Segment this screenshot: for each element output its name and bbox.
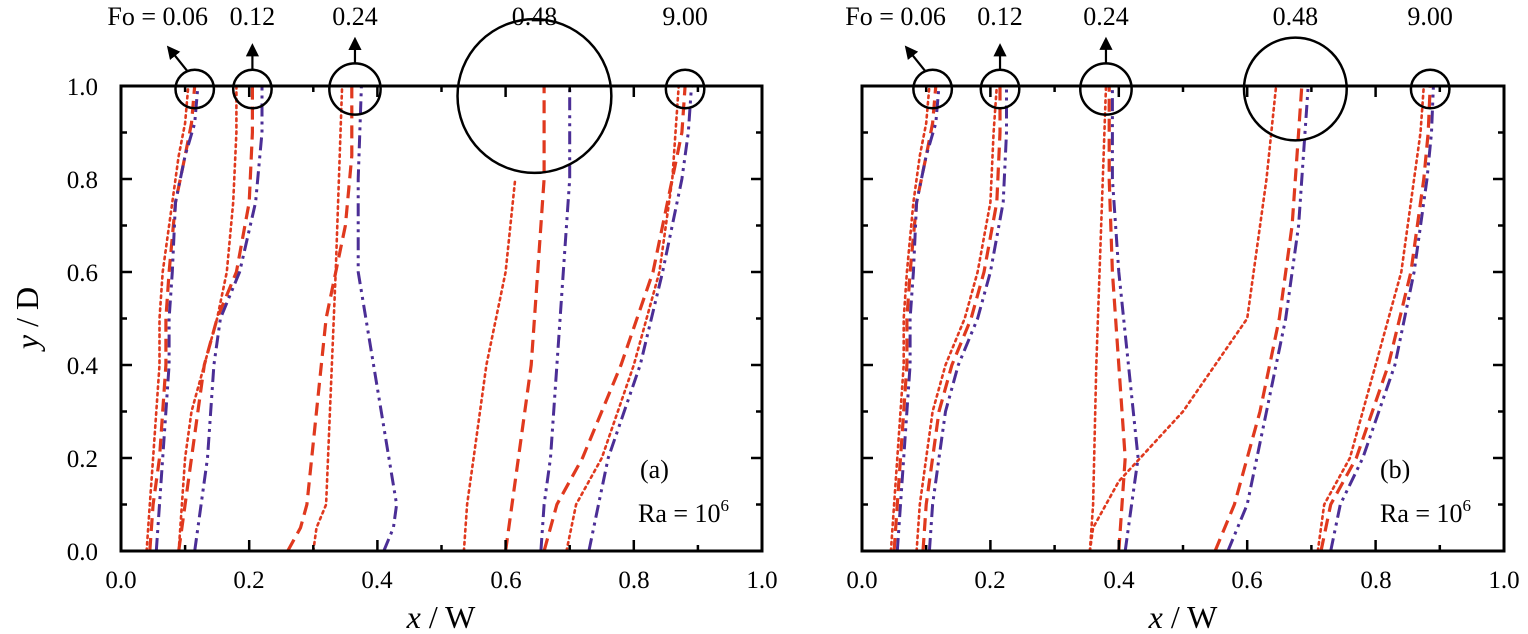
panel-b-fo-label-0: Fo = 0.06 (845, 2, 946, 31)
panel-b-ra-exponent: 6 (1463, 496, 1472, 515)
panel-b-series-11-dashdot (1226, 85, 1310, 552)
panel-a-fo-label-0: Fo = 0.06 (107, 2, 208, 31)
panel-a-series-9-dotted (462, 177, 517, 553)
panel-b-series-12-dotted (1316, 84, 1426, 553)
panel-a-fo-label-4: 9.00 (662, 2, 708, 31)
panel-a-xtick-5: 1.0 (746, 567, 777, 594)
panel-b-ra-text: Ra = 10 (1380, 499, 1463, 528)
panel-a-series-4-dashed (177, 86, 254, 552)
panel-a-series-3-dotted (177, 84, 238, 553)
panel-a-series (145, 84, 693, 553)
panel-b-series-13-dashed (1319, 85, 1432, 552)
panel-a-ra-annotation: Ra = 106 (638, 496, 729, 528)
panel-a-series-2-dashdot (154, 85, 200, 552)
panel-a-ticks (119, 84, 764, 553)
panel-a-series-13-dashed (542, 85, 687, 552)
panel-a-x-axis-rest: / W (421, 599, 476, 634)
panel-a-fo-label-3: 0.48 (512, 2, 558, 31)
panel-a-series-8-dashdot (356, 85, 399, 552)
panel-a-series-10-dashed (504, 86, 546, 552)
panel-b-fo-circle-4 (1409, 68, 1451, 110)
panel-b-ticks (860, 84, 1506, 553)
panel-b-series-9-dotted (1088, 84, 1278, 553)
panel-b-series-2-dashdot (895, 85, 941, 552)
panel-a-series-1-dashed (148, 85, 197, 552)
panel-b-xtick-2: 0.4 (1103, 567, 1135, 594)
panel-b-xtick-0: 0.0 (846, 567, 877, 594)
panel-a-fo-circle-1 (231, 68, 273, 110)
panel-a-series-14-dashdot (587, 85, 693, 552)
panel-b-xtick-5: 1.0 (1488, 567, 1519, 594)
panel-a-ytick-2: 0.4 (67, 353, 99, 380)
panel-a-xtick-0: 0.0 (105, 567, 136, 594)
panel-a-xtick-1: 0.2 (233, 567, 264, 594)
panel-b-series-10-dashed (1213, 85, 1304, 552)
panel-b-x-axis-title: x / W (1148, 599, 1219, 634)
panel-a-ytick-4: 0.8 (67, 167, 98, 194)
panel-a-xtick-3: 0.6 (490, 567, 521, 594)
panel-b-series (889, 84, 1435, 553)
panel-a: Fo = 0.06 0.12 0.24 0.48 9.00 0.0 0.2 0.4 0.… (9, 2, 778, 634)
panel-a-y-axis-title: y / D (9, 287, 45, 352)
panel-a-series-0-dotted (145, 84, 190, 553)
panel-b-fo-circle-3 (1242, 36, 1348, 142)
panel-a-series-6-dotted (311, 84, 344, 553)
panel-b-series-1-dashed (892, 85, 938, 552)
panel-b-fo-callouts: Fo = 0.06 0.12 0.24 0.48 9.00 (845, 2, 1453, 142)
panel-b-series-5-dashdot (927, 86, 1008, 552)
panel-a-x-axis-title: x / W (406, 599, 477, 634)
panel-a-y-axis-rest: / D (9, 287, 45, 335)
panel-a-fo-label-2: 0.24 (332, 2, 378, 31)
panel-a-fo-circle-4 (664, 68, 706, 110)
panel-b-series-7-dashed (1107, 86, 1127, 552)
panel-b-xtick-4: 0.8 (1360, 567, 1391, 594)
panel-b-ra-annotation: Ra = 106 (1380, 496, 1471, 528)
panel-b-series-4-dashed (921, 86, 1002, 552)
panel-a-fo-arrow-0 (166, 45, 188, 72)
panel-b-series-8-dashdot (1110, 86, 1140, 552)
panel-b-xtick-1: 0.2 (974, 567, 1005, 594)
panel-a-ytick-3: 0.6 (67, 260, 98, 287)
panel-a-y-axis-var: y (9, 334, 45, 352)
panel-b-label: (b) (1380, 455, 1410, 484)
panel-b-series-14-dashdot (1329, 85, 1435, 552)
panel-b-x-axis-rest: / W (1163, 599, 1218, 634)
panel-b-fo-arrow-0 (904, 45, 926, 72)
panel-b-fo-label-2: 0.24 (1083, 2, 1129, 31)
panel-a-fo-circle-0 (174, 68, 216, 110)
panel-b-series-3-dotted (915, 84, 999, 553)
panel-a-label: (a) (640, 455, 669, 484)
panel-b-series-0-dotted (889, 84, 931, 553)
panel-b-fo-label-4: 9.00 (1407, 2, 1453, 31)
panel-b-series-6-dotted (1088, 84, 1108, 553)
panel-a-ytick-1: 0.2 (67, 446, 98, 473)
panel-a-x-axis-var: x (406, 599, 421, 634)
panel-a-fo-circle-3 (456, 17, 613, 175)
panel-a-series-7-dashed (286, 86, 354, 552)
panel-a-xtick-4: 0.8 (618, 567, 649, 594)
panel-a-series-5-dashdot (193, 86, 264, 552)
panel-b-fo-circle-0 (912, 68, 954, 110)
panel-a-ytick-5: 1.0 (67, 74, 98, 101)
panel-a-series-12-dotted (565, 84, 681, 553)
panel-a-ra-exponent: 6 (721, 496, 730, 515)
panel-b-fo-label-3: 0.48 (1273, 2, 1319, 31)
panel-a-series-11-dashdot (539, 86, 572, 552)
panel-b-fo-label-1: 0.12 (977, 2, 1023, 31)
panel-a-ytick-0: 0.0 (67, 539, 98, 566)
panel-b: Fo = 0.06 0.12 0.24 0.48 9.00 0.0 0.2 0.4 0.… (845, 2, 1519, 634)
panel-b-xtick-3: 0.6 (1231, 567, 1262, 594)
panel-a-xtick-2: 0.4 (361, 567, 393, 594)
panel-a-fo-circle-2 (328, 62, 382, 116)
panel-a-ra-text: Ra = 10 (638, 499, 721, 528)
panel-b-x-axis-var: x (1148, 599, 1163, 634)
panel-a-fo-callouts: Fo = 0.06 0.12 0.24 0.48 9.00 (107, 2, 708, 175)
panel-a-fo-label-1: 0.12 (230, 2, 276, 31)
